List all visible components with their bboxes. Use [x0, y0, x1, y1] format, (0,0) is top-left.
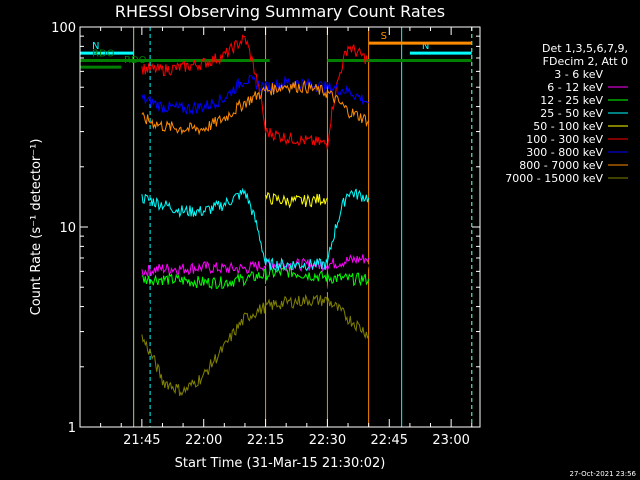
legend-header-line-1: Det 1,3,5,6,7,9,	[542, 42, 628, 55]
flag-bars: NNRDORDOS	[80, 31, 472, 69]
series-line-7	[141, 79, 370, 136]
x-axis-ticks: 21:45 22:00 22:15 22:30 22:45 23:00	[79, 27, 473, 448]
series-line-2	[141, 264, 370, 290]
flag-label-1: N	[422, 41, 429, 52]
legend-label-4: 50 - 100 keV	[533, 120, 603, 133]
flag-label-2: RDO	[92, 48, 115, 59]
y-axis-label: Count Rate (s⁻¹ detector⁻¹)	[29, 139, 44, 316]
y-tick-label-2: 100	[51, 21, 76, 36]
legend-label-1: 6 - 12 keV	[547, 81, 603, 94]
x-tick-label-1: 22:00	[185, 433, 222, 448]
x-axis-label: Start Time (31-Mar-15 21:30:02)	[175, 456, 386, 471]
plot-area: NNRDORDOS	[79, 27, 473, 427]
flag-label-6: S	[381, 31, 387, 42]
x-tick-label-0: 21:45	[123, 433, 160, 448]
legend-label-3: 25 - 50 keV	[540, 107, 603, 120]
x-tick-label-4: 22:45	[371, 433, 408, 448]
x-tick-label-2: 22:15	[247, 433, 284, 448]
vertical-markers	[79, 27, 473, 427]
y-axis-ticks: 1 10 100	[51, 21, 480, 436]
legend-label-8: 7000 - 15000 keV	[505, 172, 603, 185]
y-tick-label-0: 1	[68, 421, 76, 436]
timestamp: 27-Oct-2021 23:56	[570, 470, 637, 478]
legend-label-5: 100 - 300 keV	[526, 133, 603, 146]
series-line-1	[141, 254, 370, 277]
legend: Det 1,3,5,6,7,9, FDecim 2, Att 0 3 - 6 k…	[505, 42, 628, 185]
legend-label-2: 12 - 25 keV	[540, 94, 603, 107]
series-line-6	[141, 75, 369, 115]
series-line-3	[141, 187, 370, 272]
series-line-5	[141, 34, 369, 150]
legend-label-7: 800 - 7000 keV	[519, 159, 603, 172]
chart-title: RHESSI Observing Summary Count Rates	[115, 2, 445, 21]
legend-header-line-2: FDecim 2, Att 0	[543, 55, 628, 68]
series-line-0	[141, 260, 370, 322]
legend-label-6: 300 - 800 keV	[526, 146, 603, 159]
flag-label-0: N	[92, 41, 99, 52]
series-line-4	[265, 191, 328, 209]
series-lines	[141, 34, 370, 397]
y-tick-label-1: 10	[59, 221, 76, 236]
x-tick-label-5: 23:00	[432, 433, 469, 448]
x-tick-label-3: 22:30	[309, 433, 346, 448]
series-line-8	[141, 293, 370, 397]
legend-label-0: 3 - 6 keV	[554, 68, 603, 81]
